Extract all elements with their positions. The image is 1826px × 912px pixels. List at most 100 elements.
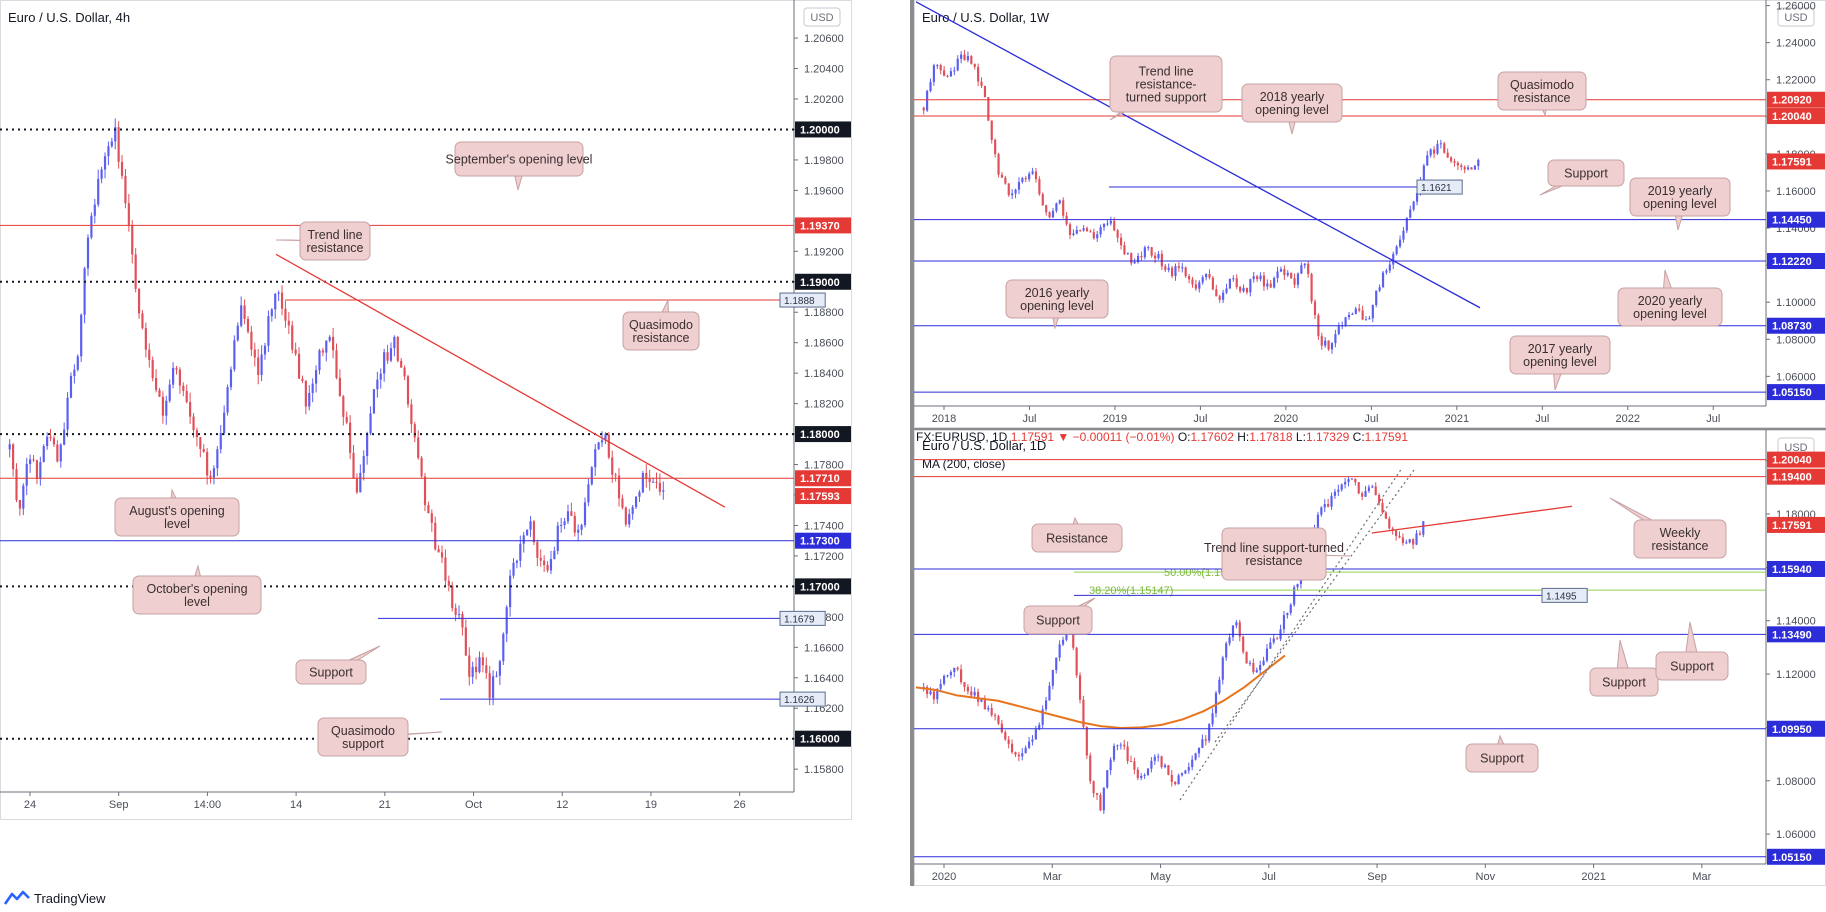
candle-body bbox=[304, 380, 307, 407]
candle-body bbox=[1123, 744, 1126, 747]
candle-body bbox=[1296, 584, 1299, 588]
candle-body bbox=[434, 522, 437, 550]
candle-body bbox=[1208, 273, 1211, 278]
candle-body bbox=[1095, 793, 1099, 795]
annotation-label: October's opening level bbox=[146, 582, 247, 609]
candle-body bbox=[1174, 266, 1177, 277]
candle-body bbox=[474, 666, 478, 673]
x-tick-label: 2020 bbox=[1274, 413, 1298, 425]
price-tag-label: 1.15940 bbox=[1772, 564, 1812, 576]
candle-body bbox=[345, 416, 348, 423]
candle-body bbox=[1293, 587, 1296, 605]
candle-body bbox=[63, 429, 66, 445]
candle-body bbox=[929, 691, 932, 695]
candle-body bbox=[127, 203, 130, 226]
candle-body bbox=[1075, 647, 1078, 676]
y-tick-label: 1.17400 bbox=[804, 520, 844, 532]
candle-body bbox=[178, 369, 181, 386]
candle-body bbox=[1320, 336, 1323, 346]
annotation-line: level bbox=[164, 517, 190, 531]
horizontal-divider[interactable] bbox=[914, 428, 1826, 430]
candle-body bbox=[1367, 487, 1371, 491]
price-tag-label: 1.08730 bbox=[1772, 321, 1812, 333]
line-tag bbox=[779, 610, 826, 626]
candle-body bbox=[1307, 263, 1310, 275]
candle-body bbox=[1214, 692, 1218, 714]
annotation-line: Quasimodo bbox=[331, 724, 395, 738]
candle-body bbox=[393, 336, 396, 349]
candle-body bbox=[1024, 747, 1027, 754]
candle-body bbox=[1014, 752, 1017, 755]
candle-body bbox=[117, 127, 120, 162]
candle-body bbox=[1446, 152, 1449, 158]
annotation-label: 2017 yearly opening level bbox=[1523, 342, 1597, 369]
panel-4h[interactable]: Euro / U.S. Dollar, 4h USD 1.15800 1.16000 1… bbox=[0, 0, 852, 820]
price-tag bbox=[795, 532, 851, 549]
candle-body bbox=[172, 367, 175, 385]
candle-body bbox=[1136, 255, 1140, 263]
candle-body bbox=[1245, 651, 1248, 664]
candle-body bbox=[1371, 486, 1374, 488]
candle-body bbox=[1405, 217, 1408, 231]
candle-body bbox=[376, 379, 379, 390]
candle-body bbox=[1228, 278, 1232, 289]
price-tag-label: 1.09950 bbox=[1772, 724, 1812, 736]
candle-body bbox=[980, 81, 983, 86]
candle-body bbox=[386, 352, 389, 361]
candle-body bbox=[1177, 775, 1180, 785]
candle-body bbox=[1412, 539, 1415, 545]
candle-body bbox=[546, 565, 549, 571]
vertical-divider[interactable] bbox=[910, 0, 914, 886]
candle-body bbox=[321, 350, 324, 353]
candle-body bbox=[141, 313, 144, 329]
candle-body bbox=[1092, 781, 1095, 794]
candle-body bbox=[600, 440, 604, 443]
y-tick-label: 1.16400 bbox=[804, 673, 844, 685]
x-tick-label: 2019 bbox=[1103, 413, 1127, 425]
tradingview-logo[interactable]: TradingView bbox=[4, 888, 106, 908]
panel-weekly[interactable]: Euro / U.S. Dollar, 1W USD1.060001.080001… bbox=[914, 0, 1826, 428]
candle-body bbox=[1415, 533, 1418, 545]
x-tick-label: 21 bbox=[379, 799, 391, 811]
candle-body bbox=[960, 54, 963, 59]
candle-body bbox=[342, 396, 345, 417]
candle-body bbox=[651, 481, 655, 483]
candle-body bbox=[662, 490, 665, 492]
candle-body bbox=[120, 161, 124, 176]
candle-body bbox=[1102, 787, 1105, 811]
x-tick-label: 2020 bbox=[932, 871, 956, 883]
candle-body bbox=[137, 288, 141, 314]
candle-body bbox=[1293, 278, 1296, 285]
annotation-box bbox=[295, 659, 367, 685]
candle-body bbox=[1106, 770, 1109, 788]
symbol-line-part: 1.17591 bbox=[1365, 430, 1409, 444]
x-tick-label: May bbox=[1150, 871, 1171, 883]
candle-body bbox=[570, 511, 573, 516]
x-tick-label: 26 bbox=[734, 799, 746, 811]
symbol-line: FX:EURUSD, 1D 1.17591 ▼ −0.00011 (−0.01%… bbox=[916, 430, 1408, 444]
candle-body bbox=[1327, 504, 1330, 507]
annotation-box bbox=[299, 221, 371, 261]
candle-body bbox=[192, 416, 195, 431]
candle-body bbox=[253, 349, 256, 358]
candle-body bbox=[1201, 739, 1204, 748]
candle-body bbox=[233, 340, 236, 370]
candle-body bbox=[103, 156, 107, 170]
candle-body bbox=[634, 496, 638, 508]
price-tag bbox=[795, 273, 851, 290]
y-tick-label: 1.18800 bbox=[804, 307, 844, 319]
candle-body bbox=[1296, 273, 1300, 285]
candle-body bbox=[1347, 314, 1351, 318]
annotation-line: Quasimodo bbox=[629, 318, 693, 332]
candle-body bbox=[80, 314, 83, 357]
candle-body bbox=[1388, 518, 1391, 529]
candle-body bbox=[246, 318, 250, 332]
price-tag bbox=[795, 426, 851, 443]
candle-body bbox=[66, 397, 69, 430]
panel-daily[interactable]: FX:EURUSD, 1D 1.17591 ▼ −0.00011 (−0.01%… bbox=[914, 430, 1826, 886]
price-tag bbox=[1767, 626, 1825, 643]
candle-body bbox=[1133, 761, 1136, 770]
candle-body bbox=[498, 661, 501, 676]
annotation-line: Support bbox=[1670, 660, 1714, 674]
y-tick-label: 1.24000 bbox=[1776, 38, 1816, 50]
